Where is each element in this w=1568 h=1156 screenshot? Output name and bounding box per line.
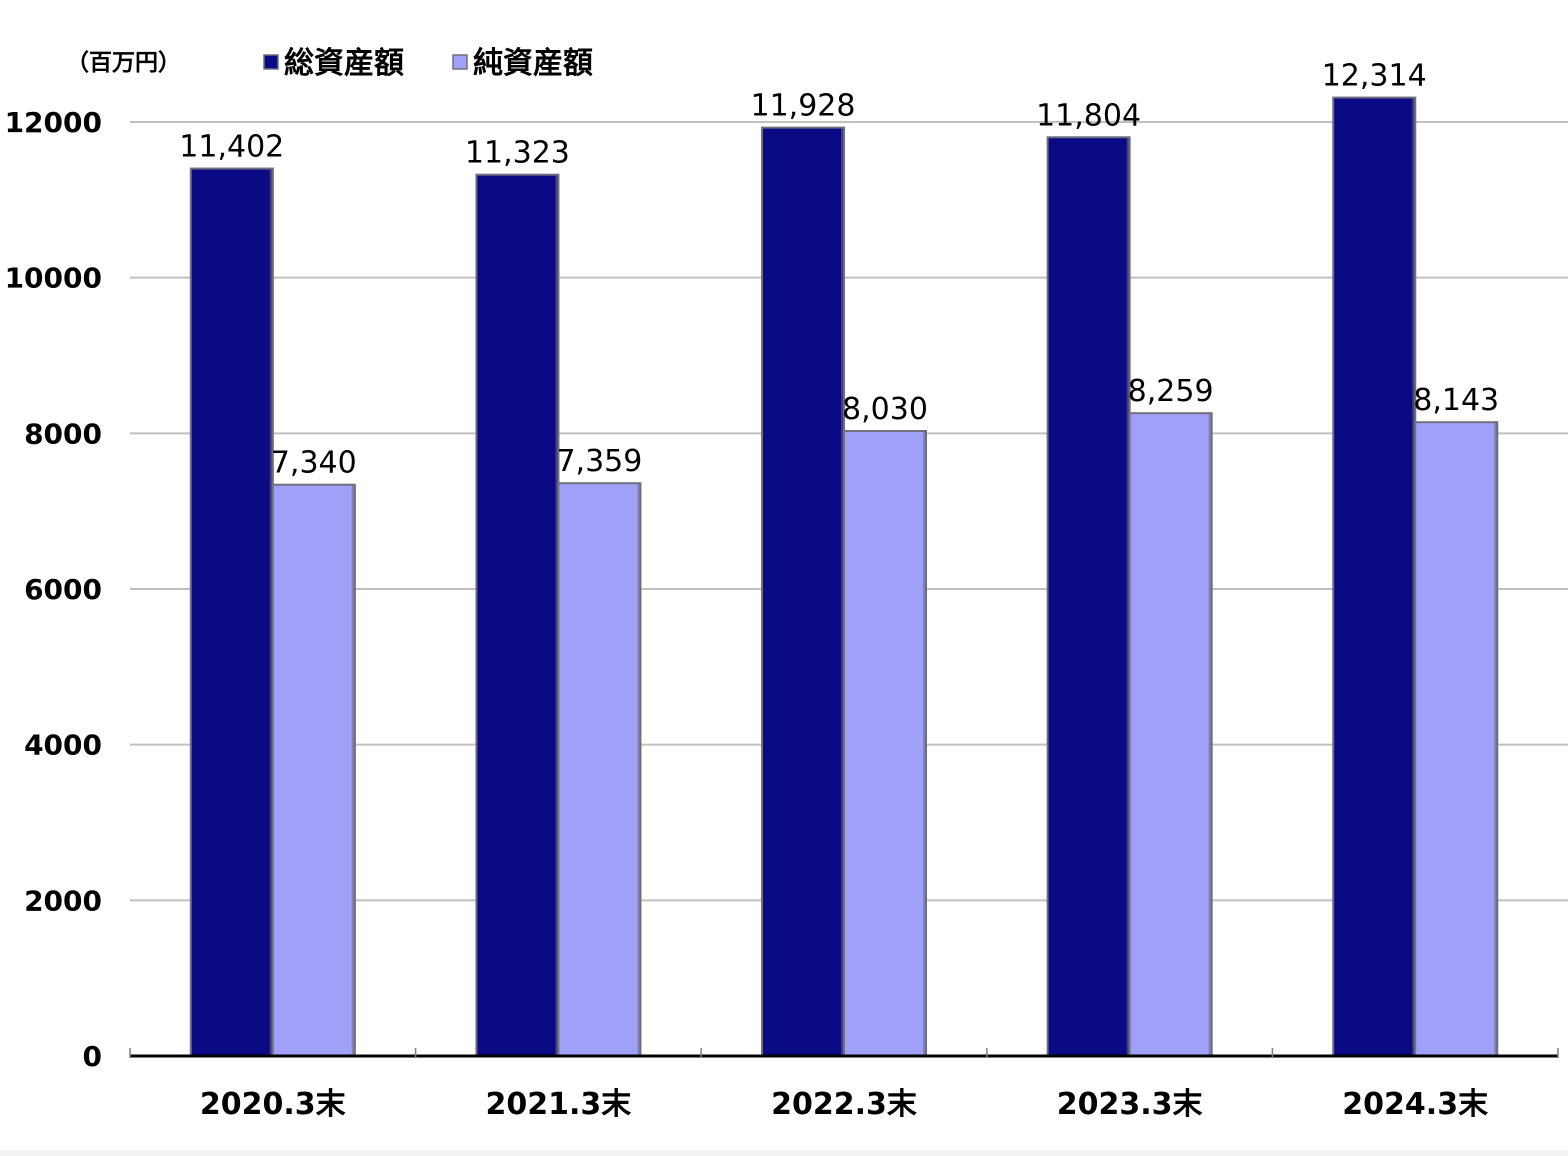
axes: 0 2000 4000 6000 8000 10000 12000 2020.3末 2021.3…	[5, 106, 1559, 1122]
y-tick-label: 8000	[24, 417, 102, 450]
legend-swatch-total-assets	[263, 54, 279, 70]
bar-total-assets	[475, 173, 560, 1057]
value-label: 8,259	[1128, 374, 1214, 409]
y-tick-label: 10000	[5, 262, 102, 295]
bar-shadow	[637, 483, 642, 1056]
x-category-label: 2021.3末	[486, 1087, 632, 1122]
legend-swatch-net-assets	[452, 54, 468, 70]
bar-total-assets	[1332, 96, 1417, 1057]
bar-shadow	[923, 430, 927, 1057]
value-label: 11,323	[465, 136, 570, 171]
x-category-label: 2023.3末	[1057, 1087, 1203, 1122]
legend-label-total-assets: 総資産額	[284, 46, 404, 81]
x-category-label: 2024.3末	[1342, 1087, 1488, 1122]
bar-net-assets	[271, 483, 356, 1058]
bar-net-assets	[843, 429, 927, 1057]
y-tick-label: 2000	[24, 884, 102, 917]
value-label: 8,143	[1413, 383, 1499, 418]
bar-shadow	[1208, 413, 1213, 1056]
bar-net-assets	[1128, 412, 1213, 1057]
bar-total-assets	[761, 126, 845, 1057]
bars	[189, 96, 1499, 1058]
value-label: 11,804	[1036, 98, 1141, 133]
value-label: 7,359	[556, 444, 642, 479]
value-label: 11,928	[751, 89, 856, 124]
y-tick-label: 0	[83, 1040, 102, 1073]
bar-net-assets	[557, 482, 642, 1057]
legend-label-net-assets: 純資産額	[473, 46, 593, 81]
legend: （百万円） 総資産額 純資産額	[66, 46, 593, 81]
x-category-label: 2022.3末	[771, 1087, 917, 1122]
x-category-label: 2020.3末	[200, 1087, 346, 1122]
bar-total-assets	[189, 167, 274, 1058]
bar-shadow	[1494, 422, 1499, 1057]
bottom-strip	[0, 1150, 1568, 1156]
value-label: 7,340	[271, 446, 357, 481]
bar-net-assets	[1414, 421, 1499, 1057]
labels: 11,402 11,323 11,928 11,804 12,314 7,340 7,359…	[179, 59, 1499, 481]
y-unit-label: （百万円）	[66, 49, 181, 76]
y-tick-label: 6000	[24, 573, 102, 606]
value-label: 11,402	[179, 130, 284, 165]
y-tick-label: 4000	[24, 729, 102, 762]
bar-total-assets	[1046, 136, 1131, 1058]
y-tick-label: 12000	[5, 106, 102, 139]
value-label: 12,314	[1322, 59, 1427, 94]
bar-shadow	[351, 484, 356, 1056]
value-label: 8,030	[842, 392, 928, 427]
